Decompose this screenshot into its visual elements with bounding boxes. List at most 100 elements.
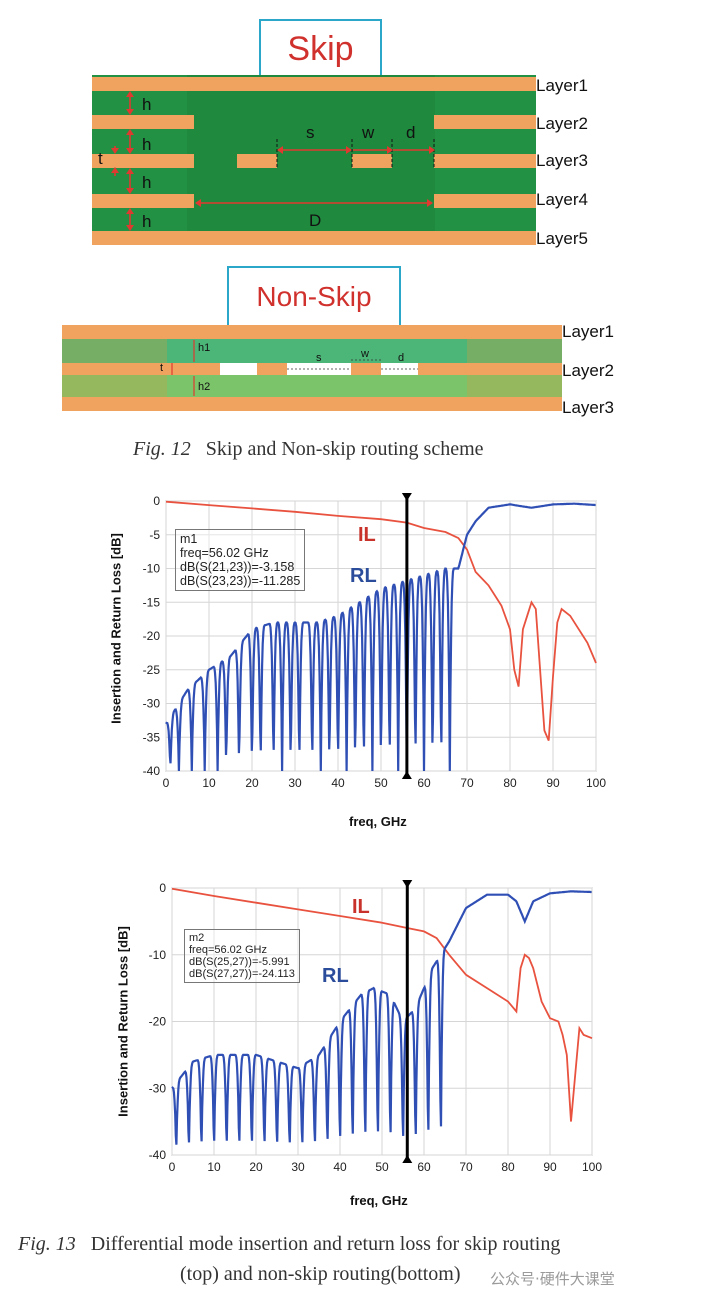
skip-dim-h1: h <box>142 95 152 114</box>
chart1-marker-line1: m1 <box>180 532 198 546</box>
chart2-marker-line3: dB(S(25,27))=-5.991 <box>189 956 290 968</box>
skip-stackup-diagram <box>92 75 536 245</box>
fig12-caption-label: Fig. 12 <box>133 438 191 460</box>
chart1-xtick-label: 70 <box>460 776 474 790</box>
chart2-il-label: IL <box>352 896 370 918</box>
chart2-xtick-label: 10 <box>207 1160 221 1174</box>
nonskip-layer2-label: Layer2 <box>562 361 614 380</box>
nonskip-dielectric-bottom <box>62 375 562 397</box>
chart2-xtick-label: 70 <box>459 1160 473 1174</box>
skip-layer5-label: Layer5 <box>536 229 588 248</box>
chart2-rl-label: RL <box>322 965 349 987</box>
chart1-xtick-label: 0 <box>163 776 170 790</box>
skip-trace-n <box>352 154 392 168</box>
nonskip-dielectric-top <box>62 339 562 363</box>
chart2-marker-line2: freq=56.02 GHz <box>189 944 267 956</box>
nonskip-layer1-label: Layer1 <box>562 322 614 341</box>
nonskip-dim-d: d <box>398 352 405 364</box>
chart1-ytick-label: -10 <box>143 562 161 576</box>
chart2-il-line <box>171 887 593 1122</box>
nonskip-dim-s: s <box>316 352 322 364</box>
chart1-xlabel: freq, GHz <box>349 814 407 829</box>
chart1-xtick-label: 60 <box>417 776 431 790</box>
chart2-xtick-label: 100 <box>582 1160 602 1174</box>
skip-layer4-copper-right <box>434 194 536 208</box>
chart1-marker-top-arrow <box>401 493 412 501</box>
skip-dim-t: t <box>98 149 103 168</box>
chart1-il-label: IL <box>358 524 376 546</box>
chart2-xtick-label: 50 <box>375 1160 389 1174</box>
chart1-marker-line3: dB(S(21,23))=-3.158 <box>180 560 295 574</box>
nonskip-layer3-label: Layer3 <box>562 398 614 417</box>
chart2-xtick-label: 90 <box>543 1160 557 1174</box>
chart2-xtick-label: 30 <box>291 1160 305 1174</box>
chart1-ytick-label: -15 <box>143 595 161 609</box>
chart2-marker-bottom-arrow <box>402 1155 413 1163</box>
chart2-xlabel: freq, GHz <box>350 1193 408 1208</box>
chart1-xtick-label: 90 <box>546 776 560 790</box>
chart1-rl-line <box>165 502 596 772</box>
nonskip-layer2-copper-left <box>62 363 220 375</box>
chart1-marker-line4: dB(S(23,23))=-11.285 <box>180 574 301 588</box>
watermark: 公众号·硬件大课堂 <box>490 1270 615 1288</box>
skip-layer2-copper-left <box>92 115 194 129</box>
chart2-xtick-label: 40 <box>333 1160 347 1174</box>
chart1-il-line <box>165 500 597 741</box>
skip-layer3-copper-right <box>434 154 536 168</box>
skip-dim-s: s <box>306 123 315 142</box>
chart1-marker-readout: m1 freq=56.02 GHz dB(S(21,23))=-3.158 dB… <box>175 529 306 591</box>
fig12-caption-text: Skip and Non-skip routing scheme <box>205 438 484 460</box>
chart1-marker-line2: freq=56.02 GHz <box>180 546 269 560</box>
chart2-ytick-label: -10 <box>149 948 167 962</box>
fig13-caption-label: Fig. 13 <box>18 1233 76 1255</box>
skip-layer1-label: Layer1 <box>536 76 588 95</box>
nonskip-dim-w: w <box>361 348 369 360</box>
chart1-xtick-label: 80 <box>503 776 517 790</box>
skip-trace-p <box>237 154 277 168</box>
skip-dim-w: w <box>362 123 375 142</box>
chart2-ytick-label: 0 <box>159 881 166 895</box>
skip-layer1-copper <box>92 77 536 91</box>
chart1-xtick-label: 20 <box>245 776 259 790</box>
chart1-ytick-label: -40 <box>143 764 161 778</box>
fig13-caption-text1: Differential mode insertion and return l… <box>90 1233 561 1255</box>
chart1-rl-label: RL <box>350 565 377 587</box>
fig12-caption: Fig. 12 Skip and Non-skip routing scheme <box>133 438 484 461</box>
skip-dim-D: D <box>309 211 322 230</box>
chart1-ytick-label: -5 <box>149 528 160 542</box>
skip-title: Skip <box>287 30 354 68</box>
skip-layer3-label: Layer3 <box>536 151 588 170</box>
chart1-ytick-label: 0 <box>153 494 160 508</box>
fig13-caption-line1: Fig. 13 Differential mode insertion and … <box>18 1233 560 1256</box>
chart1-ytick-label: -25 <box>143 663 161 677</box>
nonskip-dim-h2: h2 <box>198 381 211 393</box>
chart1-marker-bottom-arrow <box>401 771 412 779</box>
skip-dim-h3: h <box>142 173 152 192</box>
chart2-marker-readout: m2 freq=56.02 GHz dB(S(25,27))=-5.991 dB… <box>184 929 300 983</box>
skip-layer3-copper-left <box>92 154 194 168</box>
chart2-marker-top-arrow <box>402 880 413 888</box>
chart2-rl-line <box>171 890 592 1145</box>
chart2-xtick-label: 20 <box>249 1160 263 1174</box>
fig13-caption-line2: (top) and non-skip routing(bottom) <box>180 1263 461 1285</box>
nonskip-title-box: Non-Skip <box>227 266 401 328</box>
nonskip-trace-n <box>351 363 381 375</box>
nonskip-layer1-copper <box>62 325 562 339</box>
chart1-ylabel: Insertion and Return Loss [dB] <box>108 533 124 724</box>
skip-layer4-label: Layer4 <box>536 190 588 209</box>
chart2-xtick-label: 0 <box>169 1160 176 1174</box>
chart2-xtick-label: 60 <box>417 1160 431 1174</box>
chart1-xtick-label: 100 <box>586 776 606 790</box>
chart2-marker-line1: m2 <box>189 932 205 944</box>
chart1-ytick-label: -35 <box>143 730 161 744</box>
nonskip-trace-p <box>257 363 287 375</box>
nonskip-dim-h1: h1 <box>198 342 211 354</box>
skip-title-box: Skip <box>259 19 382 79</box>
chart2-xtick-label: 80 <box>501 1160 515 1174</box>
nonskip-title: Non-Skip <box>256 281 372 312</box>
skip-dim-d: d <box>406 123 416 142</box>
chart1-xtick-label: 10 <box>202 776 216 790</box>
skip-layer2-label: Layer2 <box>536 114 588 133</box>
chart1-xtick-label: 50 <box>374 776 388 790</box>
chart1-ytick-label: -30 <box>143 697 161 711</box>
